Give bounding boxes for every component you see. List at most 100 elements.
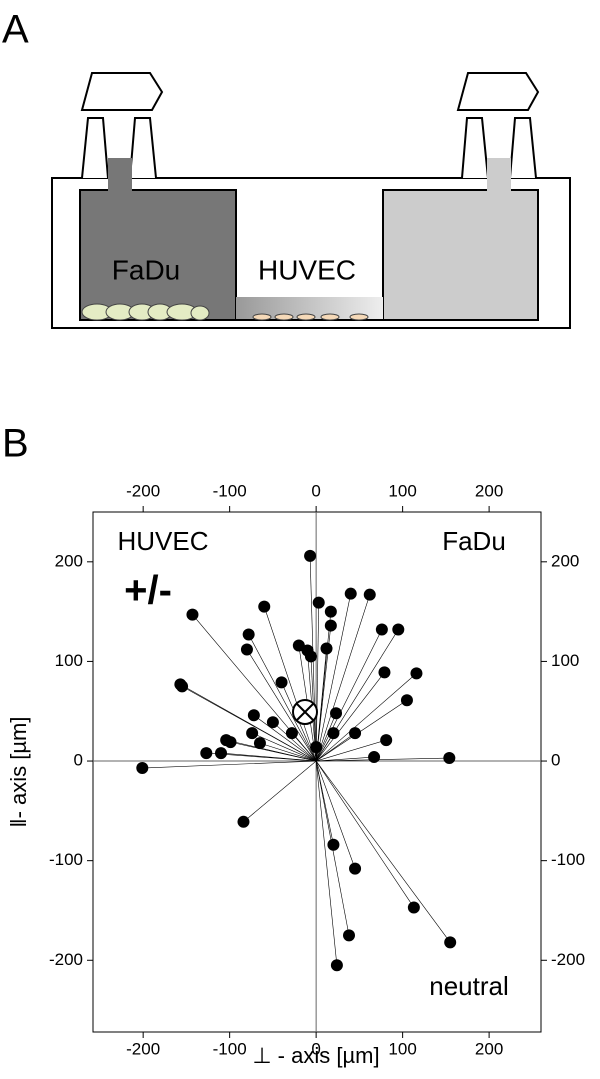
endpoint [320,642,333,655]
y-tick-label: -100 [551,850,585,869]
endpoint [285,727,298,740]
track [252,732,317,762]
x-tick-label: 100 [388,1039,416,1058]
endpoint [312,596,325,609]
endpoint [253,737,266,750]
x-tick-label: 0 [311,481,320,500]
endpoint [443,752,456,765]
endpoint [363,588,376,601]
track [315,629,383,762]
x-axis-label: ⊥ - axis [µm] [252,1043,379,1068]
chamber-label: FaDu [112,254,180,285]
annotation: HUVEC [117,526,208,556]
annotation: +/- [124,569,172,613]
endpoint [330,959,343,972]
y-tick-label: 100 [551,651,579,670]
endpoint [246,727,259,740]
track [316,739,387,762]
endpoint [368,751,381,764]
center-of-mass [296,703,314,721]
endpoint [275,676,288,689]
x-tick-label: -200 [126,481,160,500]
endpoint [349,862,362,875]
track [248,634,317,762]
x-tick-label: 0 [311,1039,320,1058]
y-tick-label: 0 [74,751,83,770]
track [253,714,317,762]
track [315,594,371,762]
endpoint [266,716,279,729]
endpoint [410,667,423,680]
x-tick-label: -200 [126,1039,160,1058]
track [315,760,415,908]
track [142,760,317,769]
y-tick-label: -100 [49,850,83,869]
endpoint [344,587,357,600]
chamber-diagram [51,72,571,329]
track [220,752,317,762]
track [230,741,317,762]
endpoint [392,623,405,636]
track [315,761,338,966]
track [315,602,320,762]
endpoint [176,680,189,693]
y-tick-label: 200 [55,551,83,570]
y-tick-label: -200 [551,950,585,969]
x-tick-label: 200 [475,481,503,500]
x-tick-label: 200 [475,1039,503,1058]
track [315,713,337,762]
endpoint [444,936,457,949]
x-tick-label: -100 [213,481,247,500]
y-tick-label: -200 [49,950,83,969]
x-tick-label: -100 [213,1039,247,1058]
track [315,760,451,943]
endpoint [136,762,149,775]
endpoint [400,694,413,707]
endpoint [200,747,213,760]
endpoint [224,736,237,749]
track [315,760,350,936]
track [316,757,450,762]
endpoint [380,734,393,747]
endpoint [349,727,362,740]
track [243,760,317,823]
plot-frame [92,511,542,1033]
track [315,700,408,762]
track [315,673,417,762]
endpoint [378,666,391,679]
annotation: neutral [429,971,509,1001]
y-tick-label: 0 [551,751,560,770]
endpoint [258,600,271,613]
endpoint [327,838,340,851]
endpoint [237,815,250,828]
endpoint [324,605,337,618]
endpoint [375,623,388,636]
track [181,686,317,762]
endpoint [304,549,317,562]
track [246,649,317,762]
endpoint [240,643,253,656]
endpoint [247,709,260,722]
endpoint [310,741,323,754]
endpoint [242,628,255,641]
panel-label: A [2,8,29,52]
endpoint [215,747,227,760]
track [263,606,317,762]
endpoint [327,727,340,740]
panel-label: B [2,422,29,466]
track [315,672,385,762]
track [315,593,352,762]
y-axis-label: ‖- axis [µm] [6,717,31,828]
track [291,732,317,762]
y-tick-label: 100 [55,651,83,670]
track [259,742,317,762]
annotation: FaDu [442,526,506,556]
y-tick-label: 200 [551,551,579,570]
endpoint [186,608,199,621]
endpoint [330,707,343,720]
track [272,721,317,762]
endpoint [304,650,317,663]
x-tick-label: 100 [388,481,416,500]
